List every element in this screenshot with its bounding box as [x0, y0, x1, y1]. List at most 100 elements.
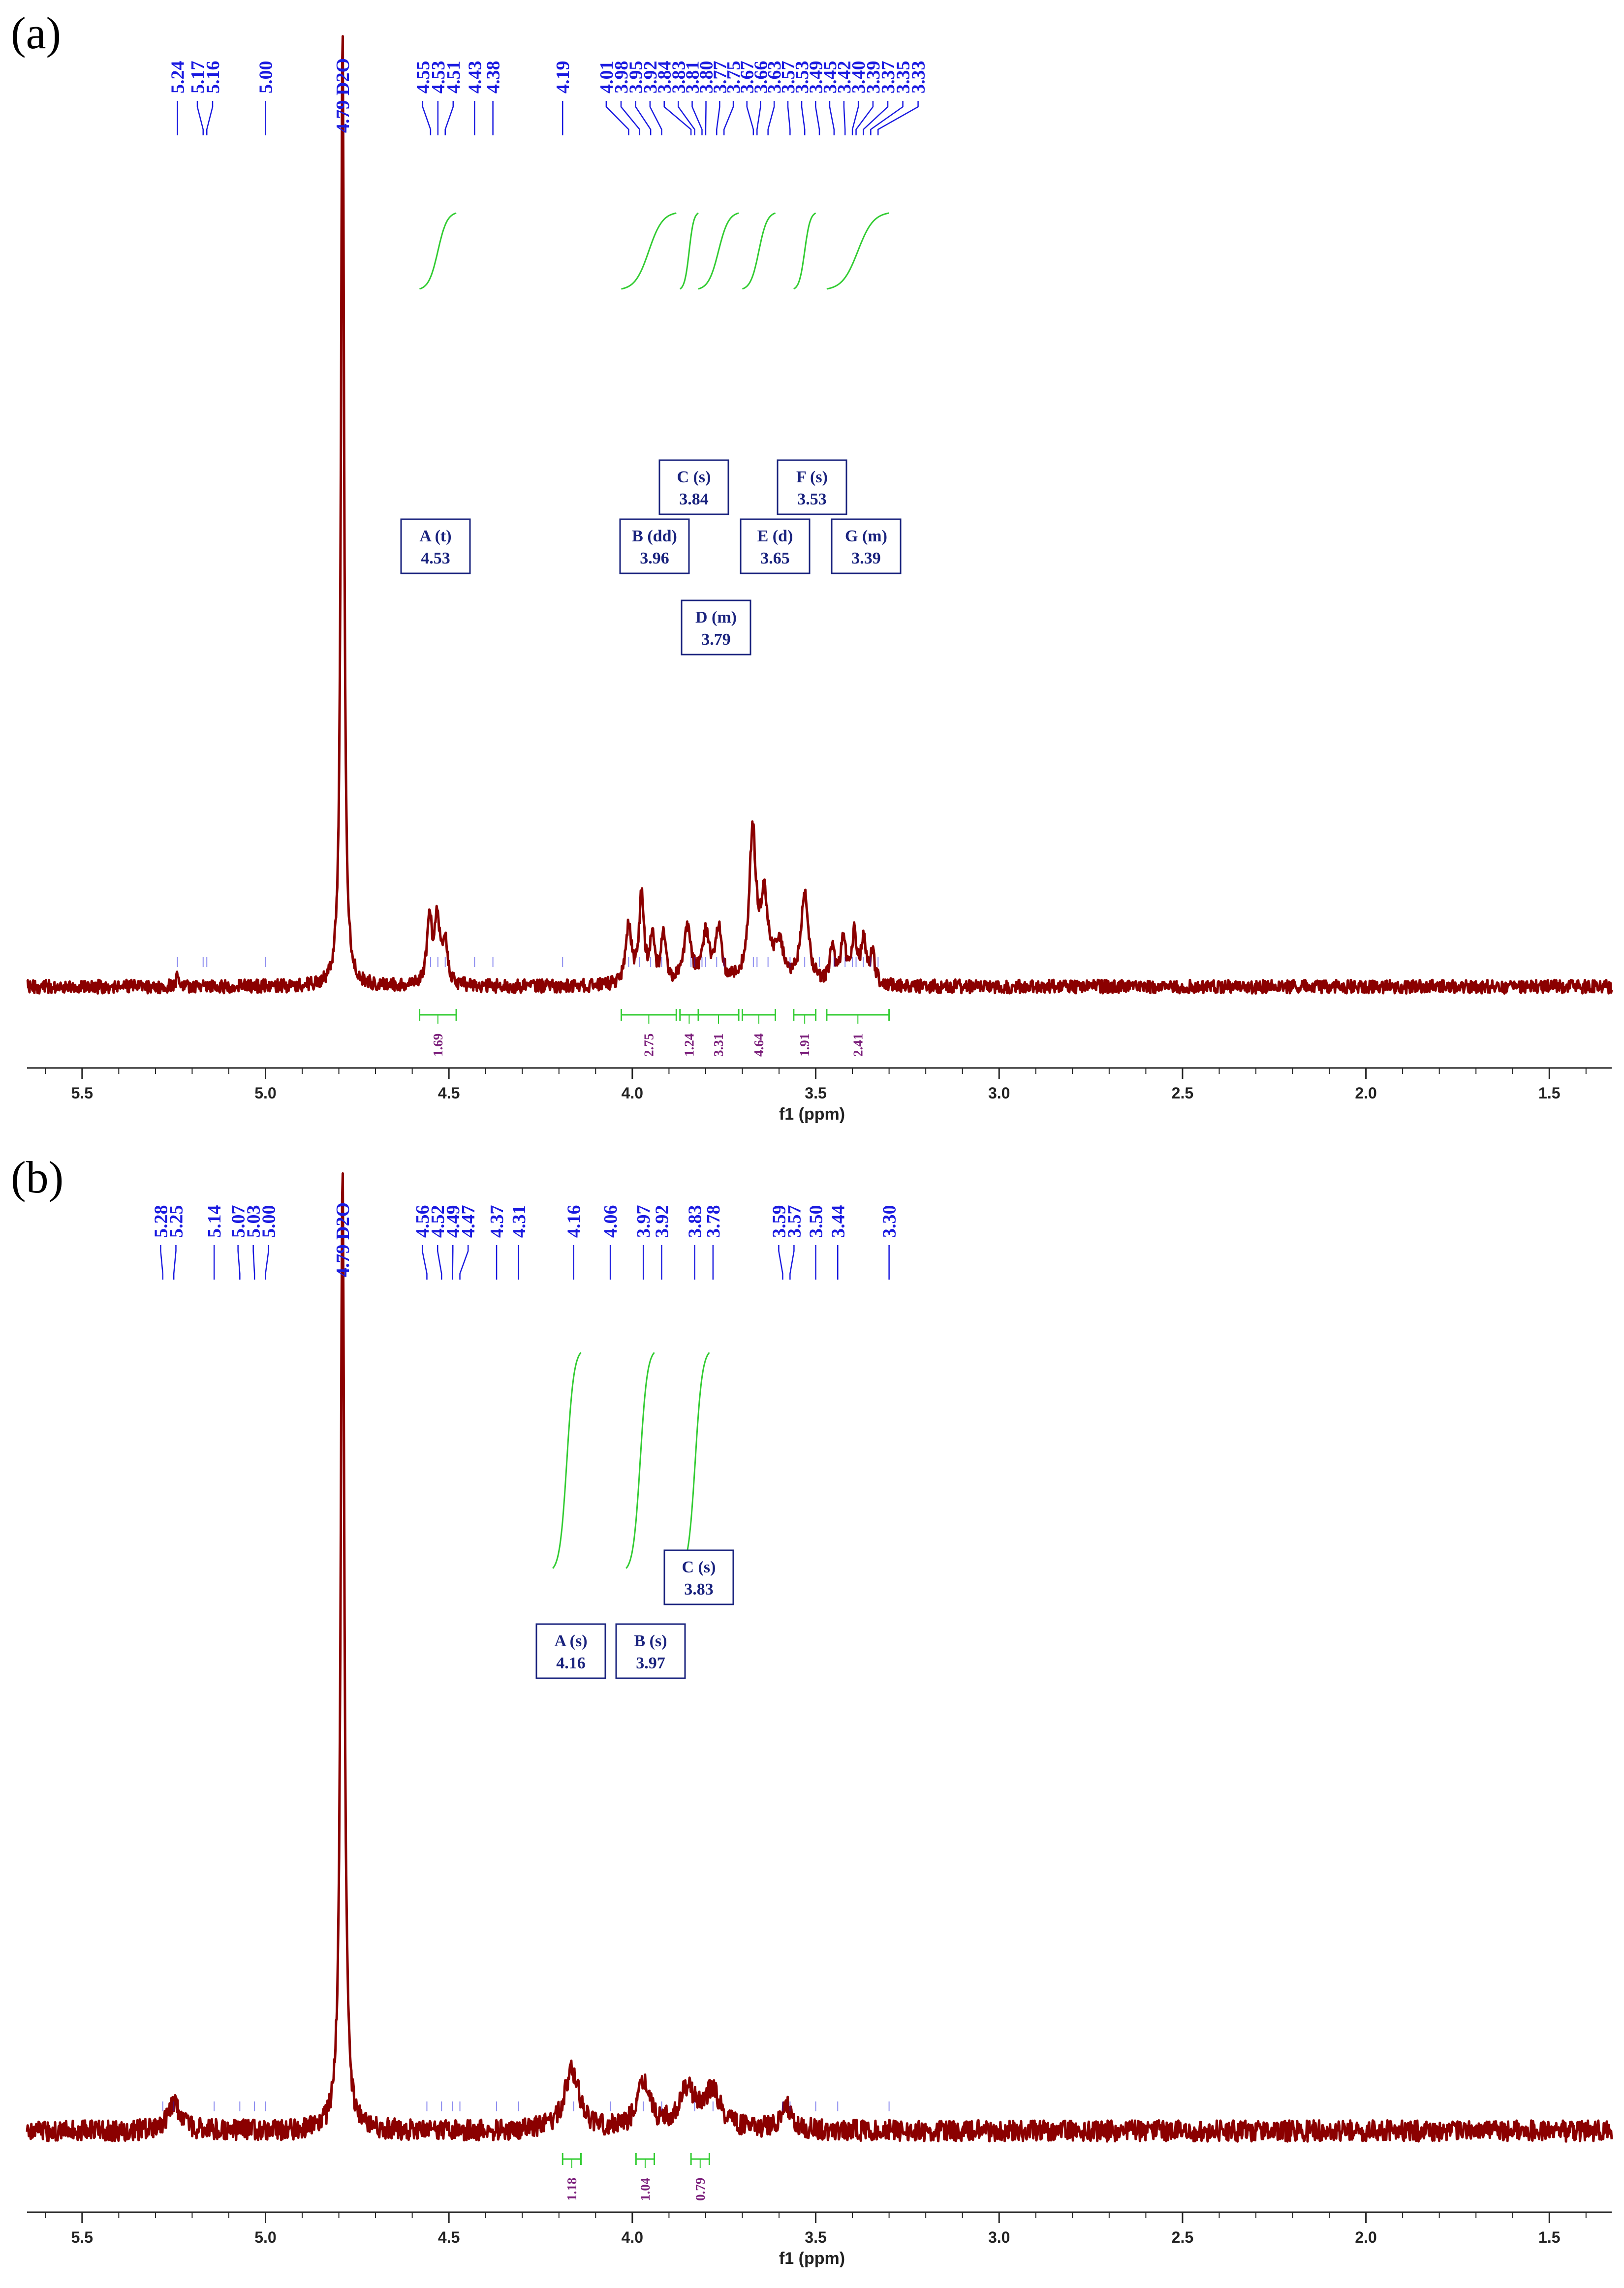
peak-leader-line [605, 101, 629, 135]
peak-leader-line [855, 101, 874, 135]
peak-leader-line [789, 1245, 795, 1280]
assignment-label: C (s) [682, 1558, 716, 1576]
peak-label: 4.06 [600, 1205, 621, 1238]
integral-region [697, 1009, 740, 1024]
peak-leader-line [444, 101, 454, 135]
peak-label: 3.57 [778, 61, 799, 94]
assignment-shift: 3.84 [679, 490, 709, 508]
peak-label: 3.83 [685, 1205, 706, 1238]
peak-label: 3.77 [710, 61, 730, 94]
peak-leader-line [829, 101, 835, 135]
peak-leader-line [206, 101, 214, 135]
assignment-box: F (s) 3.53 [777, 459, 847, 515]
peak-label: 4.31 [509, 1205, 530, 1238]
spectrum-trace [26, 35, 1613, 995]
integral-value: 4.64 [751, 1034, 766, 1057]
peak-label: 4.52 [428, 1205, 448, 1238]
peak-label: 3.66 [750, 61, 771, 94]
integral-curve [793, 212, 816, 290]
integral-value: 3.31 [711, 1034, 726, 1057]
x-tick-label: 3.5 [805, 1084, 826, 1102]
peak-leader-line [422, 101, 432, 135]
integral-region [679, 1009, 699, 1024]
assignment-box: A (s) 4.16 [535, 1623, 606, 1679]
peak-leader-line [663, 101, 692, 135]
peak-leader-line [252, 1245, 255, 1280]
integral-value: 2.75 [641, 1034, 656, 1057]
integral-region [621, 1009, 677, 1024]
peak-leader-line [870, 101, 904, 135]
peak-label: 3.92 [640, 61, 661, 94]
peak-leader-line [778, 1245, 783, 1280]
x-tick-label: 2.5 [1172, 2228, 1193, 2246]
x-axis-label: f1 (ppm) [779, 1105, 845, 1124]
peak-label: 3.97 [633, 1205, 654, 1238]
x-tick-label: 4.5 [438, 2228, 460, 2246]
peak-label: 3.33 [908, 61, 929, 94]
assignment-box: A (t) 4.53 [400, 518, 471, 574]
assignment-label: B (dd) [632, 527, 677, 545]
assignment-shift: 3.97 [636, 1654, 665, 1672]
assignment-shift: 3.65 [760, 549, 790, 567]
peak-leader-line [716, 101, 720, 135]
assignment-box: E (d) 3.65 [740, 518, 811, 574]
integral-curve [826, 212, 889, 290]
integral-region [826, 1009, 890, 1024]
peak-label: 3.81 [683, 61, 703, 94]
assignment-box: D (m) 3.79 [681, 599, 751, 656]
assignment-shift: 3.53 [797, 490, 827, 508]
peak-leader-line [635, 101, 652, 135]
peak-label: 3.49 [806, 61, 826, 94]
integral-curve [625, 1352, 655, 1569]
peak-label: 5.24 [168, 61, 188, 94]
peak-label: 4.01 [596, 61, 617, 94]
assignment-box: B (s) 3.97 [615, 1623, 686, 1679]
solvent-label: 4.79 D2O [333, 58, 353, 133]
peak-leader-line [160, 1245, 164, 1280]
peak-leader-line [678, 101, 695, 135]
assignment-box: G (m) 3.39 [831, 518, 902, 574]
x-tick-label: 1.5 [1538, 2228, 1560, 2246]
peak-label: 4.16 [564, 1205, 585, 1238]
integral-curve [621, 212, 677, 290]
peak-leader-line [723, 101, 734, 135]
peak-label: 5.03 [244, 1205, 264, 1238]
assignment-label: F (s) [796, 468, 828, 486]
x-tick-label: 3.0 [988, 1084, 1010, 1102]
integral-value: 1.91 [797, 1034, 812, 1057]
x-tick-label: 2.0 [1355, 2228, 1376, 2246]
integral-value: 1.04 [638, 2178, 653, 2201]
peak-leader-line [196, 101, 204, 135]
assignment-box: C (s) 3.84 [658, 459, 729, 515]
assignment-shift: 3.79 [701, 630, 731, 649]
peak-label: 3.50 [806, 1205, 827, 1238]
x-tick-label: 5.0 [254, 2228, 276, 2246]
peak-leader-line [620, 101, 641, 135]
peak-label: 3.35 [893, 61, 914, 94]
integral-curve [552, 1352, 582, 1569]
peak-leader-line [173, 1245, 177, 1280]
integral-value: 1.18 [564, 2178, 579, 2201]
peak-label: 3.53 [792, 61, 812, 94]
integral-curve [419, 212, 457, 290]
assignment-label: A (t) [419, 527, 451, 545]
peak-label: 3.78 [703, 1205, 724, 1238]
x-tick-label: 2.0 [1355, 1084, 1376, 1102]
peak-label: 4.38 [483, 61, 504, 94]
peak-label: 3.80 [696, 61, 717, 94]
x-tick-label: 1.5 [1538, 1084, 1560, 1102]
integral-region [562, 2153, 582, 2168]
peak-leader-line [843, 101, 846, 135]
x-tick-label: 4.5 [438, 1084, 460, 1102]
integral-region [690, 2153, 710, 2168]
x-tick-label: 2.5 [1172, 1084, 1193, 1102]
x-tick-label: 3.5 [805, 2228, 826, 2246]
integral-curve [698, 212, 739, 290]
peak-leader-line [863, 101, 889, 135]
assignment-label: C (s) [677, 468, 711, 486]
peak-label: 5.25 [166, 1205, 187, 1238]
integral-value: 1.69 [431, 1034, 445, 1057]
peak-label: 3.75 [723, 61, 744, 94]
assignment-label: G (m) [845, 527, 887, 545]
